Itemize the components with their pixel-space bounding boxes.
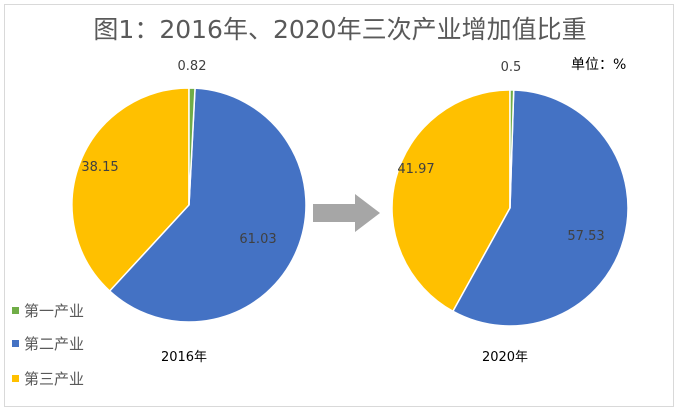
chart-title: 图1：2016年、2020年三次产业增加值比重 [93,15,587,44]
pie-1-data-label-2: 61.03 [239,232,276,247]
pie-1-slice-3 [71,87,190,293]
pie-2-slice-2 [451,89,629,327]
pie-2-slice-3 [391,89,511,313]
pie-2-slice-1 [509,89,515,209]
pie-1-data-label-1: 0.82 [178,59,207,74]
right-arrow-icon [313,194,380,232]
pie-1-slice-1 [188,87,196,206]
legend-label: 第一产业 [24,302,85,320]
pie-1-xlabel: 2016年 [161,350,207,365]
legend-swatch [12,375,19,382]
legend-swatch [12,340,19,347]
pie-2-data-label-3: 41.97 [397,162,434,177]
legend-item-tertiary: 第三产业 [12,368,84,389]
pie-2-data-label-2: 57.53 [567,229,604,244]
legend-item-primary: 第一产业 [12,300,84,321]
legend-item-secondary: 第二产业 [12,333,84,354]
chart-border [4,4,674,407]
legend-swatch [12,307,19,314]
pie-1-slice-2 [108,87,307,323]
pie-2-data-label-1: 0.5 [501,60,522,75]
legend-label: 第三产业 [24,370,85,388]
unit-label: 单位：% [571,57,627,73]
pie-1-data-label-3: 38.15 [81,160,118,175]
legend-label: 第二产业 [24,335,85,353]
pie-2-xlabel: 2020年 [482,350,528,365]
